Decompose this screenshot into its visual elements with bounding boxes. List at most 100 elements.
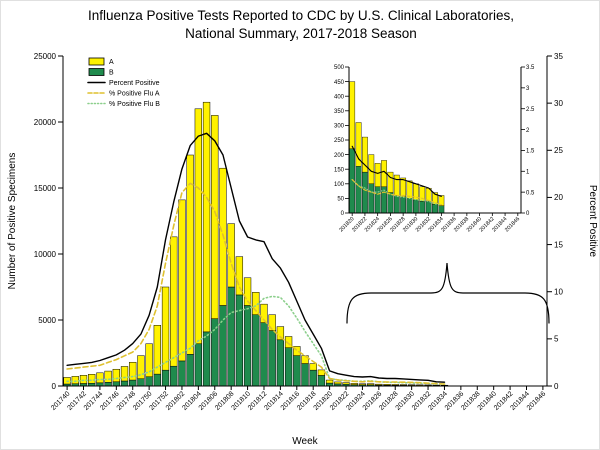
inset-y-left-tick-label: 350 bbox=[334, 109, 345, 115]
bar-b-segment bbox=[243, 305, 252, 387]
bar-a-segment bbox=[104, 370, 112, 383]
bar-b-segment bbox=[104, 382, 112, 387]
y-right-tick-label: 15 bbox=[554, 240, 563, 249]
legend-swatch-box bbox=[88, 68, 105, 76]
bar-a-segment bbox=[268, 314, 276, 331]
bar-a-segment bbox=[424, 384, 432, 386]
inset-y-left-tick-label: 500 bbox=[334, 65, 345, 71]
inset-bar-a-segment bbox=[374, 163, 381, 187]
inset-bar-a-segment bbox=[393, 174, 400, 196]
pct-positive-line bbox=[66, 132, 446, 383]
inset-y-left-tick-label: 400 bbox=[334, 94, 345, 100]
legend: AB Percent Positive % Positive Flu A % Posi… bbox=[87, 57, 160, 108]
bar-a-segment bbox=[375, 383, 383, 386]
bar-a-segment bbox=[235, 256, 244, 296]
bar-a-segment bbox=[260, 303, 268, 323]
y-left-tick-label: 15000 bbox=[34, 184, 57, 193]
inset-y-right-tick-label: 1 bbox=[526, 169, 530, 175]
bar-a-segment bbox=[358, 383, 367, 386]
bar-b-segment bbox=[137, 378, 145, 387]
inset-y-right-tick-label: 0 bbox=[526, 211, 530, 217]
bar-a-segment bbox=[284, 336, 293, 348]
bar-a-segment bbox=[120, 366, 129, 382]
bar-a-segment bbox=[252, 292, 260, 315]
inset-bar-b-segment bbox=[374, 186, 381, 214]
legend-label: B bbox=[109, 70, 114, 77]
pct-flu-b-line bbox=[66, 295, 446, 385]
y-left-tick-label: 20000 bbox=[34, 118, 57, 127]
bar-b-segment bbox=[153, 373, 161, 387]
legend-label: A bbox=[109, 59, 114, 66]
inset-bar-b-segment bbox=[438, 205, 445, 214]
y-right-axis-label: Percent Positive bbox=[587, 185, 598, 258]
bar-a-segment bbox=[407, 384, 416, 386]
y-right-tick-label: 10 bbox=[554, 288, 563, 297]
inset-y-right-tick-label: 3.5 bbox=[526, 65, 535, 71]
bar-b-segment bbox=[194, 343, 203, 387]
y-right-tick-label: 25 bbox=[554, 146, 563, 155]
bar-a-segment bbox=[227, 223, 235, 288]
y-right-tick-label: 20 bbox=[554, 193, 563, 202]
bar-a-segment bbox=[325, 379, 334, 384]
bar-a-segment bbox=[129, 361, 137, 381]
bar-a-segment bbox=[79, 375, 88, 384]
bar-b-segment bbox=[252, 314, 260, 387]
bar-a-segment bbox=[391, 384, 399, 386]
bar-a-segment bbox=[96, 372, 104, 384]
inset-zoom-plot: 0 50 100 150 200 250 300 350 400 450 500 0 0.5 1 1.5 2 2… bbox=[334, 65, 535, 233]
bar-a-segment bbox=[293, 346, 301, 356]
inset-bar-b-segment bbox=[387, 192, 394, 214]
inset-bar-b-segment bbox=[393, 195, 400, 214]
bar-b-segment bbox=[301, 363, 309, 387]
chart-title-line1: Influenza Positive Tests Reported to CDC… bbox=[88, 8, 514, 23]
inset-y-right-tick-label: 2 bbox=[526, 128, 530, 134]
inset-pct-flu-b-line bbox=[351, 179, 442, 206]
legend-label: % Positive Flu A bbox=[109, 91, 160, 98]
bar-a-segment bbox=[416, 384, 424, 386]
inset-pct-flu-a-line bbox=[351, 179, 442, 206]
legend-swatch-box bbox=[88, 57, 105, 66]
bar-b-segment bbox=[186, 354, 194, 387]
y-left-tick-label: 10000 bbox=[34, 250, 57, 259]
bar-b-segment bbox=[120, 380, 129, 387]
inset-y-right-tick-label: 1.5 bbox=[526, 149, 535, 155]
bar-b-segment bbox=[112, 381, 120, 387]
bar-a-segment bbox=[366, 383, 375, 386]
inset-bar-b-segment bbox=[425, 201, 432, 214]
inset-y-left-tick-label: 300 bbox=[334, 124, 345, 130]
bar-a-segment bbox=[383, 384, 391, 386]
inset-bar-b-segment bbox=[432, 204, 438, 214]
bar-a-segment bbox=[145, 343, 153, 378]
bar-b-segment bbox=[268, 330, 276, 387]
inset-y-left-tick-label: 450 bbox=[334, 80, 345, 86]
x-axis-label: Week bbox=[292, 436, 318, 447]
bar-a-segment bbox=[342, 382, 350, 385]
inset-bar-b-segment bbox=[419, 201, 426, 214]
inset-bar-a-segment bbox=[349, 81, 356, 149]
bar-a-segment bbox=[243, 277, 252, 306]
bar-b-segment bbox=[293, 355, 301, 387]
y-left-tick-label: 5000 bbox=[38, 316, 56, 325]
bar-a-segment bbox=[153, 325, 161, 375]
inset-bar-a-segment bbox=[387, 171, 394, 193]
bar-b-segment bbox=[284, 347, 293, 387]
inset-y-right-tick-label: 3 bbox=[526, 86, 530, 92]
bar-a-segment bbox=[88, 374, 96, 384]
y-right-tick-label: 0 bbox=[554, 382, 559, 391]
bar-a-segment bbox=[399, 384, 408, 386]
inset-y-left-tick-label: 150 bbox=[334, 167, 345, 173]
inset-bar-b-segment bbox=[400, 196, 407, 214]
bar-a-segment bbox=[334, 381, 342, 385]
bar-b-segment bbox=[202, 331, 211, 387]
bar-a-segment bbox=[194, 108, 203, 345]
bar-b-segment bbox=[235, 294, 244, 387]
inset-pct-positive-line bbox=[351, 145, 442, 197]
inset-bar-a-segment bbox=[419, 186, 426, 202]
bar-b-segment bbox=[211, 318, 219, 387]
bar-a-segment bbox=[202, 101, 211, 333]
inset-bar-a-segment bbox=[355, 122, 362, 167]
bar-a-segment bbox=[137, 355, 145, 379]
y-right-tick-label: 35 bbox=[554, 52, 563, 61]
bar-b-segment bbox=[219, 305, 227, 387]
